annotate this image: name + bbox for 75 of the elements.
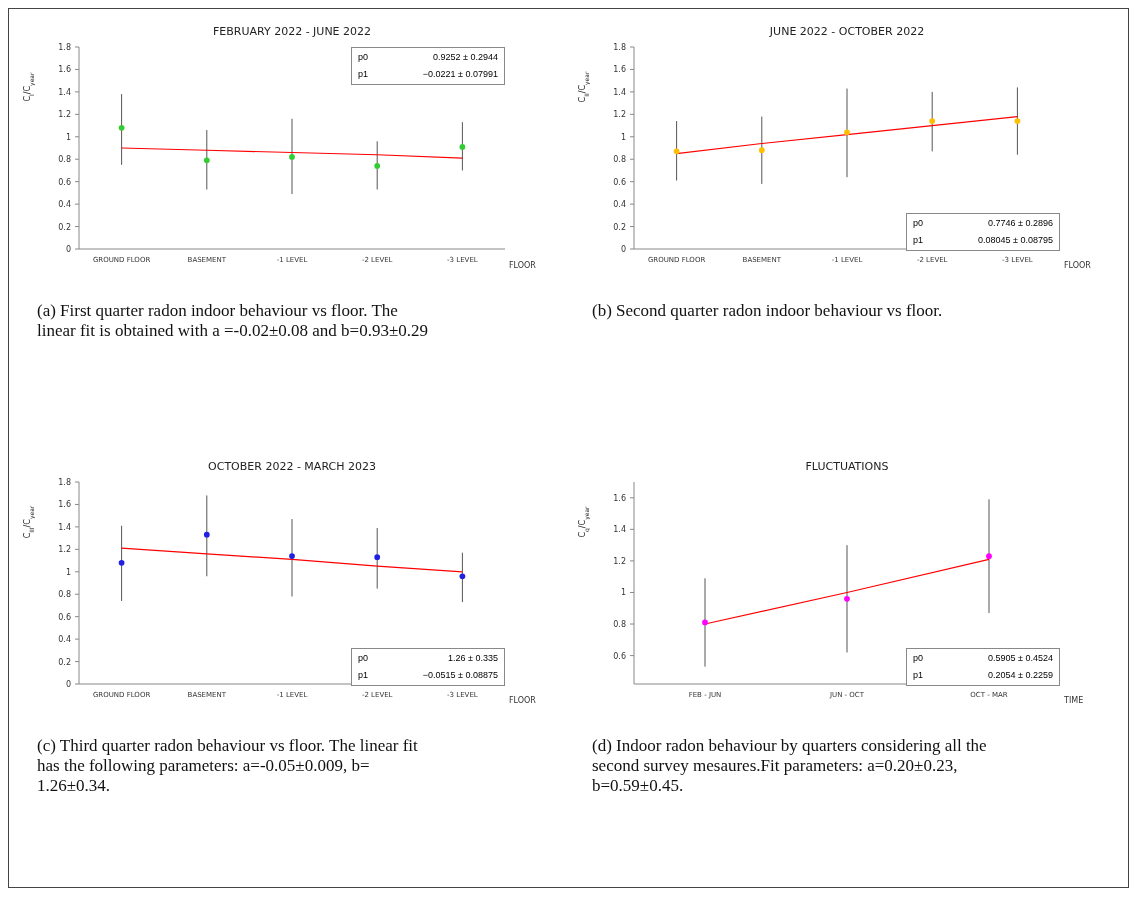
point bbox=[203, 157, 210, 164]
text: (d) Indoor radon behaviour by quarters considering all the second survey mesaures.Fit parameters: a=0.20±0.23, b=0.59±0.45. bbox=[592, 736, 988, 796]
point bbox=[374, 554, 381, 561]
point bbox=[1014, 118, 1021, 124]
text: (a) First quarter radon indoor behaviour vs floor. The linear fit is obtained with a =-0.02±0.08 and b=0.93±0.29 bbox=[37, 301, 429, 341]
y-tick-label: 1 bbox=[620, 132, 626, 142]
text: p1 0.2054 ± 0.2259 bbox=[913, 670, 1053, 680]
y-tick-label: 1.4 bbox=[613, 87, 626, 97]
text: (b) Second quarter radon indoor behaviour vs floor. bbox=[592, 301, 944, 321]
y-tick-label: 0.8 bbox=[613, 620, 626, 630]
y-tick-label: 0.6 bbox=[613, 651, 626, 661]
text: p0 1.26 ± 0.335 bbox=[358, 653, 498, 663]
y-tick-label: 0.8 bbox=[613, 155, 626, 165]
y-tick-label: 1.2 bbox=[613, 556, 626, 566]
y-tick-label: 1.8 bbox=[613, 43, 626, 52]
point bbox=[929, 118, 936, 124]
line-series bbox=[121, 147, 463, 159]
point bbox=[673, 148, 680, 155]
y-tick-label: 1.4 bbox=[613, 525, 626, 535]
y-tick-label: 1.2 bbox=[613, 110, 626, 120]
y-tick-label: 0.6 bbox=[58, 612, 71, 622]
point bbox=[118, 559, 125, 566]
point bbox=[289, 154, 295, 160]
y-tick-label: 1 bbox=[65, 132, 71, 142]
y-tick-label: 0.4 bbox=[58, 635, 71, 645]
text: p0 0.7746 ± 0.2896 bbox=[913, 218, 1053, 228]
y-tick-label: 0.4 bbox=[58, 200, 71, 210]
point bbox=[702, 619, 708, 626]
text: p1 −0.0221 ± 0.07991 bbox=[358, 69, 498, 79]
chart-title: JUNE 2022 - OCTOBER 2022 bbox=[768, 25, 926, 38]
point bbox=[289, 553, 295, 559]
y-tick-label: 1.2 bbox=[58, 545, 71, 555]
x-axis-title: TIME bbox=[1064, 696, 1084, 705]
y-tick-label: 1.6 bbox=[613, 65, 626, 75]
text: p1 −0.0515 ± 0.08875 bbox=[358, 670, 498, 680]
x-axis-title: FLOOR bbox=[509, 696, 536, 705]
y-tick-label: 1 bbox=[65, 567, 71, 577]
y-tick-label: 0.8 bbox=[58, 590, 71, 600]
text: p1 0.08045 ± 0.08795 bbox=[913, 235, 1053, 245]
point bbox=[459, 144, 466, 150]
text: p0 0.5905 ± 0.4524 bbox=[913, 653, 1053, 663]
point bbox=[374, 163, 381, 169]
y-tick-label: 0 bbox=[65, 245, 71, 254]
y-tick-label: 0.4 bbox=[613, 200, 626, 210]
y-tick-label: 0.8 bbox=[58, 155, 71, 165]
point bbox=[844, 595, 850, 602]
chart-title: OCTOBER 2022 - MARCH 2023 bbox=[207, 460, 377, 473]
y-tick-label: 1.6 bbox=[613, 493, 626, 503]
y-tick-label: 1.2 bbox=[58, 110, 71, 120]
point bbox=[118, 124, 125, 131]
y-tick-label: 0.2 bbox=[58, 222, 71, 232]
point bbox=[844, 129, 850, 136]
y-tick-label: 1.8 bbox=[58, 43, 71, 52]
text: p0 0.9252 ± 0.2944 bbox=[358, 52, 498, 62]
y-tick-label: 0.6 bbox=[58, 177, 71, 187]
point bbox=[758, 147, 765, 154]
point bbox=[986, 553, 992, 560]
y-tick-label: 0 bbox=[65, 680, 71, 689]
y-tick-label: 0.2 bbox=[58, 657, 71, 667]
x-axis-title: FLOOR bbox=[509, 261, 536, 270]
y-tick-label: 1 bbox=[620, 588, 626, 598]
y-tick-label: 0.2 bbox=[613, 222, 626, 232]
y-tick-label: 0.6 bbox=[613, 177, 626, 187]
point bbox=[459, 573, 466, 580]
chart-title: FLUCTUATIONS bbox=[804, 460, 890, 473]
y-tick-label: 1.4 bbox=[58, 87, 71, 97]
point bbox=[203, 531, 210, 538]
y-tick-label: 1.6 bbox=[58, 500, 71, 510]
chart-title: FEBRUARY 2022 - JUNE 2022 bbox=[211, 25, 373, 38]
y-tick-label: 0 bbox=[620, 245, 626, 254]
y-tick-label: 1.4 bbox=[58, 522, 71, 532]
x-axis-title: FLOOR bbox=[1064, 261, 1091, 270]
y-tick-label: 1.8 bbox=[58, 478, 71, 487]
text: (c) Third quarter radon behaviour vs floor. The linear fit has the following parameters: a=-0.05±0.009, b= 1.26±0.34. bbox=[37, 736, 419, 796]
y-tick-label: 1.6 bbox=[58, 65, 71, 75]
